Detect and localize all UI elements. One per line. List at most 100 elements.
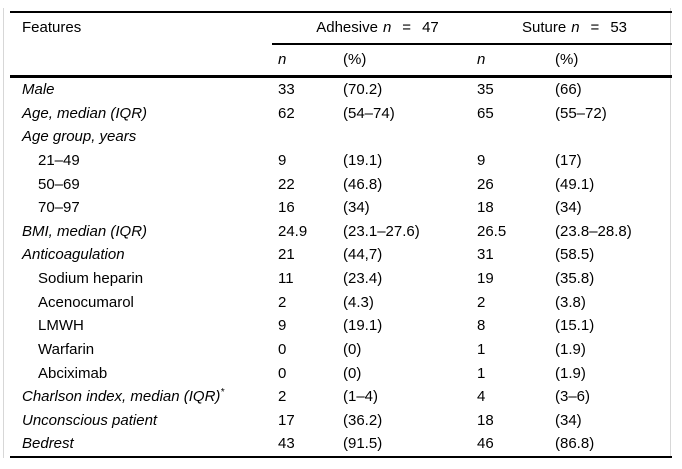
suture-pct-cell: (55–72) [555,104,607,122]
adhesive-n-cell: 11 [278,270,294,287]
adhesive-n-cell: 9 [278,151,287,169]
table-row: Warfarin 0 (0) 1 (1.9) [10,338,672,362]
row-label: Unconscious patient [22,411,158,429]
row-label: Abciximab [38,364,108,382]
table-row: Unconscious patient 17 (36.2) 18 (34) [10,409,672,433]
row-label: Warfarin [38,340,95,358]
suture-n-cell [477,125,555,149]
suture-pct-cell: (35.8) [555,270,595,287]
features-column-header: Features [22,19,82,36]
adhesive-n-cell: 9 [278,317,287,335]
suture-n-cell: 1 [477,340,486,358]
subheader-adhesive-n: n [278,51,287,68]
adhesive-n-cell: 24.9 [278,222,308,240]
table-rule-subheader [10,75,672,78]
row-label: LMWH [38,317,84,335]
table-rule-top [10,11,672,13]
group-name: Adhesive [316,19,378,36]
table-row: Age group, years [10,125,672,149]
row-label: Acenocumarol [38,293,134,311]
adhesive-n-cell: 2 [278,388,287,406]
group-n-symbol: n [382,19,392,36]
group-count: 47 [422,19,439,36]
row-label: 50–69 [38,175,80,193]
adhesive-pct-cell: (91.5) [343,435,383,453]
adhesive-pct-cell: (23.4) [343,270,383,287]
row-label: Charlson index, median (IQR)* [22,387,225,406]
adhesive-pct-cell: (54–74) [343,104,395,122]
group-n-symbol: n [571,19,580,36]
row-label: Bedrest [22,435,74,453]
suture-n-cell: 18 [477,411,494,429]
adhesive-n-cell: 21 [278,246,295,264]
table-row: 70–97 16 (34) 18 (34) [10,196,672,220]
table-row: 21–49 9 (19.1) 9 (17) [10,149,672,173]
suture-n-cell: 1 [477,364,486,382]
row-label: Male [22,81,55,98]
suture-n-cell: 26.5 [477,222,507,240]
suture-pct-cell: (49.1) [555,175,595,193]
suture-pct-cell: (3.8) [555,293,586,311]
suture-n-cell: 8 [477,317,486,335]
adhesive-n-cell: 0 [278,364,287,382]
image-frame-left [3,8,4,458]
suture-n-cell: 26 [477,175,494,193]
suture-pct-cell: (34) [555,199,582,217]
suture-pct-cell: (86.8) [555,435,595,453]
image-frame-right [670,8,671,458]
adhesive-n-cell: 43 [278,435,295,453]
suture-pct-cell: (1.9) [555,364,586,382]
footnote-marker: * [220,387,225,399]
row-label: 21–49 [38,151,80,169]
table-row: Anticoagulation 21 (44,7) 31 (58.5) [10,243,672,267]
suture-n-cell: 65 [477,104,494,122]
suture-pct-cell: (1.9) [555,340,586,358]
suture-pct-cell: (17) [555,151,582,169]
suture-n-cell: 2 [477,293,486,311]
adhesive-n-cell: 62 [278,104,295,122]
row-label: Age, median (IQR) [22,104,148,122]
table-row: Male 33 (70.2) 35 (66) [10,78,672,102]
table-rule-bottom [10,456,672,458]
table-row: Sodium heparin 11 (23.4) 19 (35.8) [10,267,672,291]
suture-pct-cell: (3–6) [555,388,591,406]
suture-n-cell: 19 [477,270,494,287]
row-label: Age group, years [22,128,137,146]
suture-n-cell: 35 [477,81,494,98]
group-header-row: Features Adhesive n = 47 Suture n = 53 [10,13,672,43]
adhesive-pct-cell: (4.3) [343,293,374,311]
subheader-suture-n: n [477,51,486,68]
table-row: Bedrest 43 (91.5) 46 (86.8) [10,432,672,456]
table-row: Acenocumarol 2 (4.3) 2 (3.8) [10,291,672,315]
suture-n-cell: 18 [477,199,494,217]
subheader-adhesive-pct: (%) [343,51,367,68]
adhesive-n-cell: 0 [278,340,287,358]
adhesive-pct-cell: (23.1–27.6) [343,222,420,240]
table-row: Charlson index, median (IQR)* 2 (1–4) 4 (3–6… [10,385,672,409]
row-label: Anticoagulation [22,246,125,264]
adhesive-pct-cell: (46.8) [343,175,383,193]
group-equals: = [402,19,412,36]
suture-pct-cell: (23.8–28.8) [555,222,632,240]
adhesive-pct-cell: (0) [343,364,362,382]
group-header-suture: Suture n = 53 [477,13,672,43]
table-rule-group-header [272,43,672,45]
adhesive-pct-cell: (19.1) [343,151,383,169]
table-row: LMWH 9 (19.1) 8 (15.1) [10,314,672,338]
table-row: Abciximab 0 (0) 1 (1.9) [10,362,672,386]
suture-pct-cell: (66) [555,81,582,98]
adhesive-pct-cell [343,125,477,149]
suture-pct-cell: (34) [555,411,582,429]
adhesive-pct-cell: (1–4) [343,388,379,406]
table-header: Features Adhesive n = 47 Suture n = 53 n (%) n… [10,13,672,76]
suture-n-cell: 9 [477,151,486,169]
adhesive-pct-cell: (34) [343,199,370,217]
adhesive-pct-cell: (0) [343,340,362,358]
suture-n-cell: 31 [477,246,494,264]
table-row: BMI, median (IQR) 24.9 (23.1–27.6) 26.5 (23.… [10,220,672,244]
group-header-adhesive: Adhesive n = 47 [278,13,477,43]
suture-n-cell: 46 [477,435,494,453]
suture-n-cell: 4 [477,388,486,406]
row-label: BMI, median (IQR) [22,222,148,240]
